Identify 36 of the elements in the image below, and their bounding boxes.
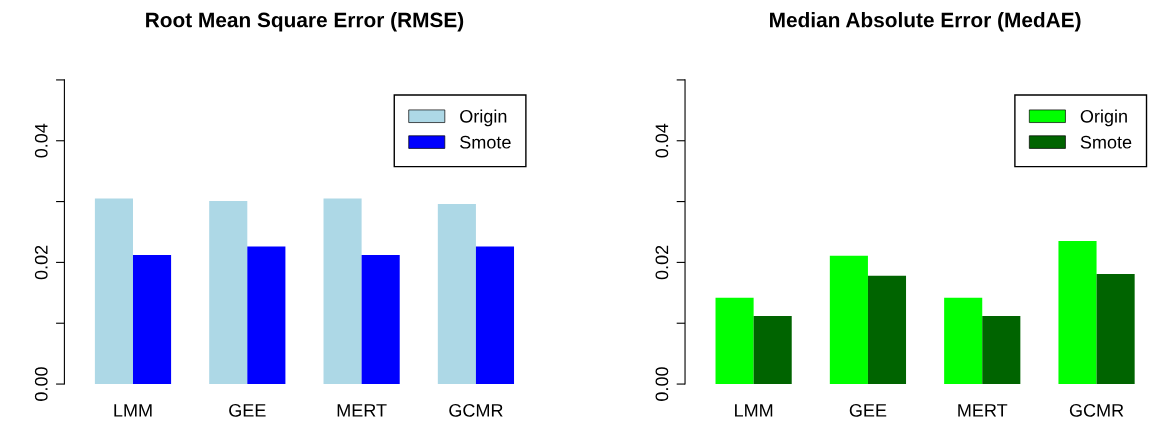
bar [94,198,133,385]
x-tick-label: MERT [337,404,387,417]
x-tick-label: GCMR [1069,403,1124,417]
bar [753,315,792,385]
bar [829,255,868,385]
bar [867,275,907,385]
bar [982,315,1021,385]
bar [1096,273,1135,385]
bar [323,198,362,385]
legend-label: Origin [1080,109,1127,127]
x-tick-label: GEE [849,403,887,417]
y-tick-label: 0.02 [655,245,669,280]
bar [209,200,248,385]
y-tick-label: 0.02 [34,245,48,280]
y-tick-label: 0.04 [655,123,669,158]
bar [247,246,286,385]
bar [715,297,754,385]
legend-label: Smote [1080,135,1132,149]
x-tick-label: GEE [229,403,266,417]
chart-title: Median Absolute Error (MedAE) [770,12,1081,32]
bar [475,246,515,385]
bar [944,297,983,385]
bar [1058,241,1097,385]
x-tick-label: LMM [735,404,773,417]
y-tick-label: 0.04 [34,123,48,158]
legend-label: Smote [460,135,511,149]
legend-label: Origin [460,109,507,127]
x-tick-label: GCMR [449,403,503,417]
chart-title: Root Mean Square Error (RMSE) [146,12,464,32]
y-tick-label: 0.00 [34,367,48,401]
x-tick-label: MERT [958,404,1008,417]
bar [437,204,476,385]
bar [132,255,172,385]
bar [361,255,400,385]
y-tick-label: 0.00 [655,367,669,401]
x-tick-label: LMM [114,404,152,417]
